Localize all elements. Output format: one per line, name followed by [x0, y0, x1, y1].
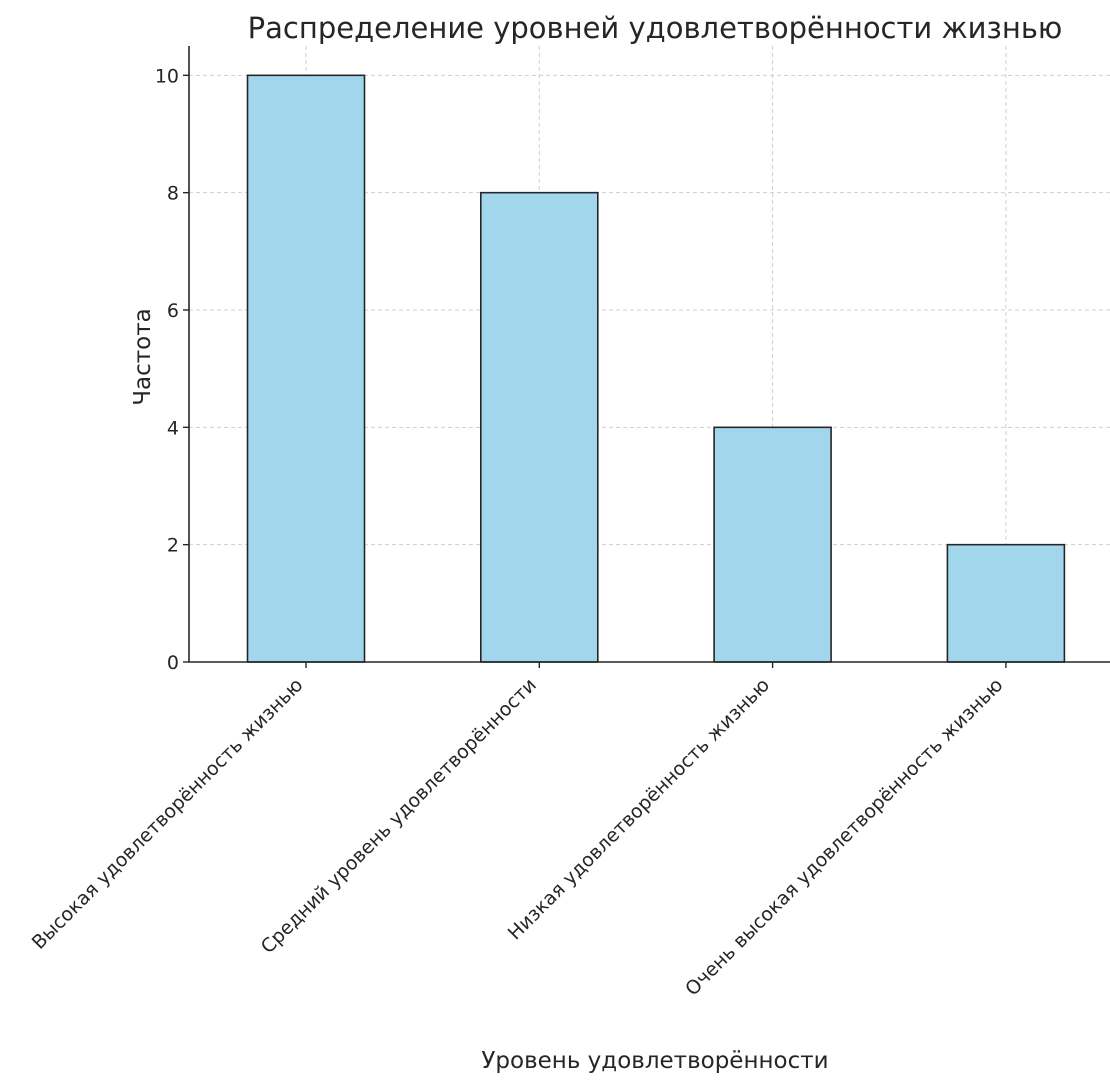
x-axis-label: Уровень удовлетворённости — [481, 1048, 828, 1074]
y-axis-label: Частота — [130, 308, 156, 405]
y-ticks: 0 2 4 6 8 10 — [155, 65, 189, 674]
bars — [246, 74, 1066, 663]
bar-3 — [713, 426, 832, 663]
axes — [188, 46, 1110, 663]
y-tick-label: 4 — [167, 417, 179, 439]
x-tick-label: Высокая удовлетворённость жизнью — [28, 674, 308, 954]
bar-4 — [946, 543, 1066, 663]
y-tick-label: 0 — [167, 652, 179, 674]
x-tick-label: Средний уровень удовлетворённости — [257, 674, 541, 958]
x-ticks: Высокая удовлетворённость жизньюСредний … — [28, 662, 1007, 1000]
y-tick-label: 10 — [155, 65, 179, 87]
y-tick-label: 6 — [167, 300, 179, 322]
chart-title: Распределение уровней удовлетворённости … — [248, 11, 1063, 45]
x-tick-label: Низкая удовлетворённость жизнью — [504, 674, 774, 944]
bar-2 — [479, 191, 599, 663]
y-tick-label: 2 — [167, 535, 179, 557]
y-tick-label: 8 — [167, 183, 179, 205]
bar-1 — [246, 74, 366, 663]
